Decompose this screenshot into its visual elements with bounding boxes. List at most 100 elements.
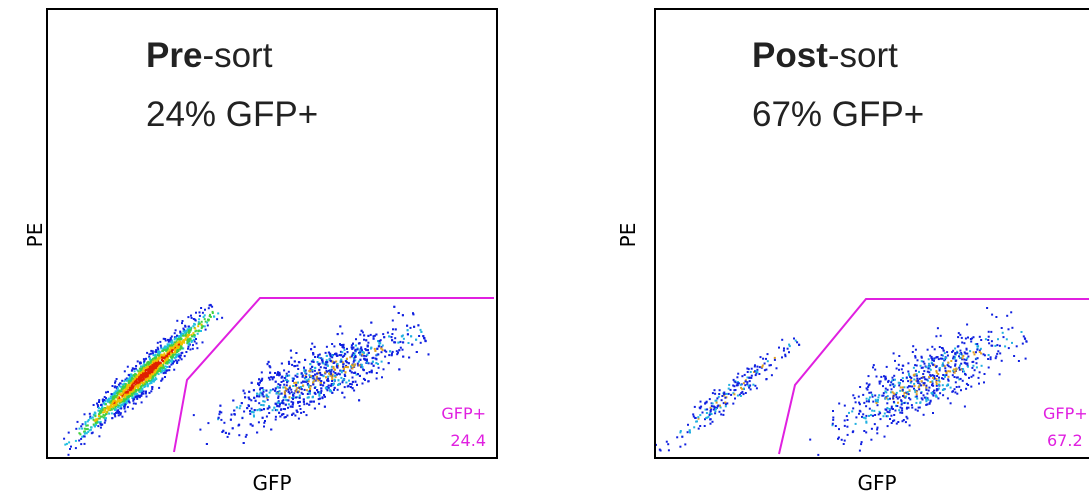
event-dot [333, 386, 336, 389]
event-dot [352, 346, 355, 349]
event-dot [121, 415, 124, 418]
event-dot [128, 380, 131, 382]
event-dot [322, 384, 325, 387]
event-dot [694, 416, 697, 419]
event-dot [103, 421, 106, 424]
event-dot [406, 329, 409, 332]
event-dot [250, 381, 253, 384]
event-dot [326, 386, 329, 389]
event-dot [169, 338, 172, 341]
event-dot [277, 400, 280, 403]
event-dot [159, 356, 162, 359]
event-dot [284, 386, 286, 389]
event-dot [250, 399, 253, 402]
event-dot [311, 369, 314, 372]
event-dot [195, 342, 198, 345]
event-dot [172, 353, 175, 356]
event-dot [166, 347, 169, 350]
event-dot [922, 413, 925, 416]
event-dot [796, 341, 799, 344]
event-dot [244, 396, 247, 399]
event-dot [877, 396, 880, 399]
event-dot [276, 391, 279, 394]
event-dot [134, 386, 136, 389]
event-dot [144, 392, 147, 395]
event-dot [157, 363, 159, 366]
event-dot [110, 405, 113, 408]
event-dot [899, 382, 901, 385]
event-dot [284, 395, 287, 398]
event-dot [398, 349, 401, 352]
event-dot [875, 400, 878, 403]
event-dot [312, 381, 314, 384]
event-dot [937, 397, 940, 400]
event-dot [895, 404, 897, 407]
event-dot [793, 337, 795, 340]
event-dot [138, 383, 141, 386]
event-dot [274, 387, 277, 390]
event-dot [112, 400, 115, 403]
event-dot [928, 367, 931, 370]
event-dot [166, 360, 169, 363]
gate-label: GFP+ [441, 404, 486, 423]
event-dot [136, 397, 139, 400]
event-dot [748, 380, 751, 383]
event-dot [912, 345, 915, 348]
event-dot [365, 358, 368, 361]
event-dot [320, 387, 323, 390]
event-dot [190, 341, 193, 343]
event-dot [174, 353, 177, 356]
event-dot [97, 415, 100, 417]
event-dot [314, 393, 317, 395]
event-dot [295, 396, 297, 399]
event-dot [188, 334, 191, 336]
event-dot [340, 360, 343, 363]
event-dot [299, 408, 302, 410]
event-dot [208, 315, 211, 318]
event-dot [308, 386, 310, 389]
event-dot [142, 375, 145, 378]
event-dot [868, 396, 871, 399]
event-dot [946, 354, 949, 357]
event-dot [317, 391, 320, 394]
event-dot [181, 322, 183, 325]
event-dot [319, 371, 322, 374]
event-dot [132, 397, 135, 400]
event-dot [306, 396, 309, 399]
event-dot [928, 386, 931, 389]
event-dot [358, 374, 361, 377]
event-dot [312, 359, 315, 362]
event-dot [305, 375, 308, 378]
event-dot [109, 409, 112, 412]
event-dot [931, 345, 934, 348]
event-dot [174, 351, 176, 354]
event-dot [900, 399, 903, 402]
event-dot [65, 442, 68, 445]
event-dot [768, 364, 771, 367]
event-dot [64, 443, 67, 446]
event-dot [343, 367, 345, 370]
event-dot [313, 386, 316, 389]
event-dot [858, 401, 861, 404]
event-dot [958, 355, 960, 358]
event-dot [875, 402, 878, 404]
event-dot [748, 386, 751, 389]
event-dot [953, 357, 956, 360]
event-dot [925, 386, 928, 389]
event-dot [292, 412, 295, 415]
event-dot [986, 307, 989, 309]
event-dot [870, 414, 872, 417]
event-dot [182, 327, 185, 330]
event-dot [180, 346, 183, 348]
event-dot [724, 401, 727, 404]
event-dot [318, 362, 321, 365]
event-dot [909, 398, 912, 401]
event-dot [968, 376, 970, 379]
event-dot [80, 437, 83, 440]
event-dot [350, 346, 353, 349]
event-dot [385, 350, 388, 353]
event-dot [149, 365, 152, 368]
event-dot [846, 419, 849, 421]
event-dot [193, 340, 196, 343]
event-dot [186, 334, 189, 337]
